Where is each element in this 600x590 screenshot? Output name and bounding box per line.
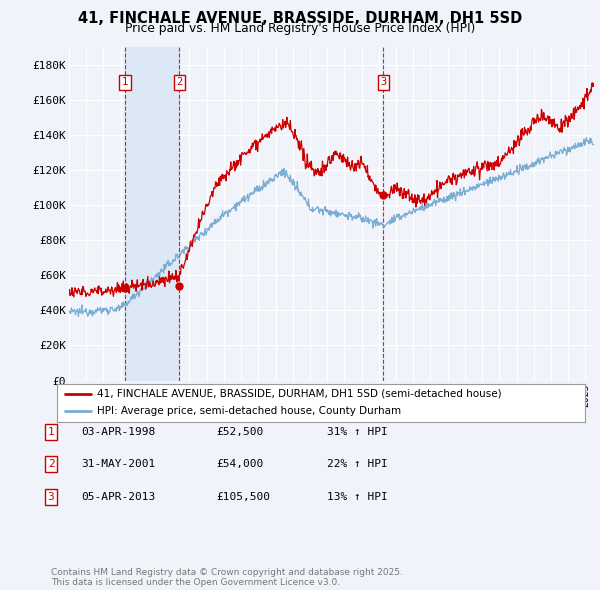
Text: 2: 2 xyxy=(47,460,55,469)
Text: Contains HM Land Registry data © Crown copyright and database right 2025.
This d: Contains HM Land Registry data © Crown c… xyxy=(51,568,403,587)
Text: HPI: Average price, semi-detached house, County Durham: HPI: Average price, semi-detached house,… xyxy=(97,407,401,417)
Text: £105,500: £105,500 xyxy=(216,492,270,502)
Text: 31-MAY-2001: 31-MAY-2001 xyxy=(81,460,155,469)
Text: 03-APR-1998: 03-APR-1998 xyxy=(81,427,155,437)
Text: 22% ↑ HPI: 22% ↑ HPI xyxy=(327,460,388,469)
Text: 05-APR-2013: 05-APR-2013 xyxy=(81,492,155,502)
Text: 41, FINCHALE AVENUE, BRASSIDE, DURHAM, DH1 5SD: 41, FINCHALE AVENUE, BRASSIDE, DURHAM, D… xyxy=(78,11,522,25)
Text: 2: 2 xyxy=(176,77,182,87)
Text: £52,500: £52,500 xyxy=(216,427,263,437)
Text: 41, FINCHALE AVENUE, BRASSIDE, DURHAM, DH1 5SD (semi-detached house): 41, FINCHALE AVENUE, BRASSIDE, DURHAM, D… xyxy=(97,389,501,399)
Text: 3: 3 xyxy=(47,492,55,502)
Text: £54,000: £54,000 xyxy=(216,460,263,469)
Text: 13% ↑ HPI: 13% ↑ HPI xyxy=(327,492,388,502)
Text: 1: 1 xyxy=(122,77,128,87)
Text: 1: 1 xyxy=(47,427,55,437)
Text: Price paid vs. HM Land Registry's House Price Index (HPI): Price paid vs. HM Land Registry's House … xyxy=(125,22,475,35)
Text: 31% ↑ HPI: 31% ↑ HPI xyxy=(327,427,388,437)
Bar xyxy=(125,47,179,381)
Text: 3: 3 xyxy=(380,77,386,87)
